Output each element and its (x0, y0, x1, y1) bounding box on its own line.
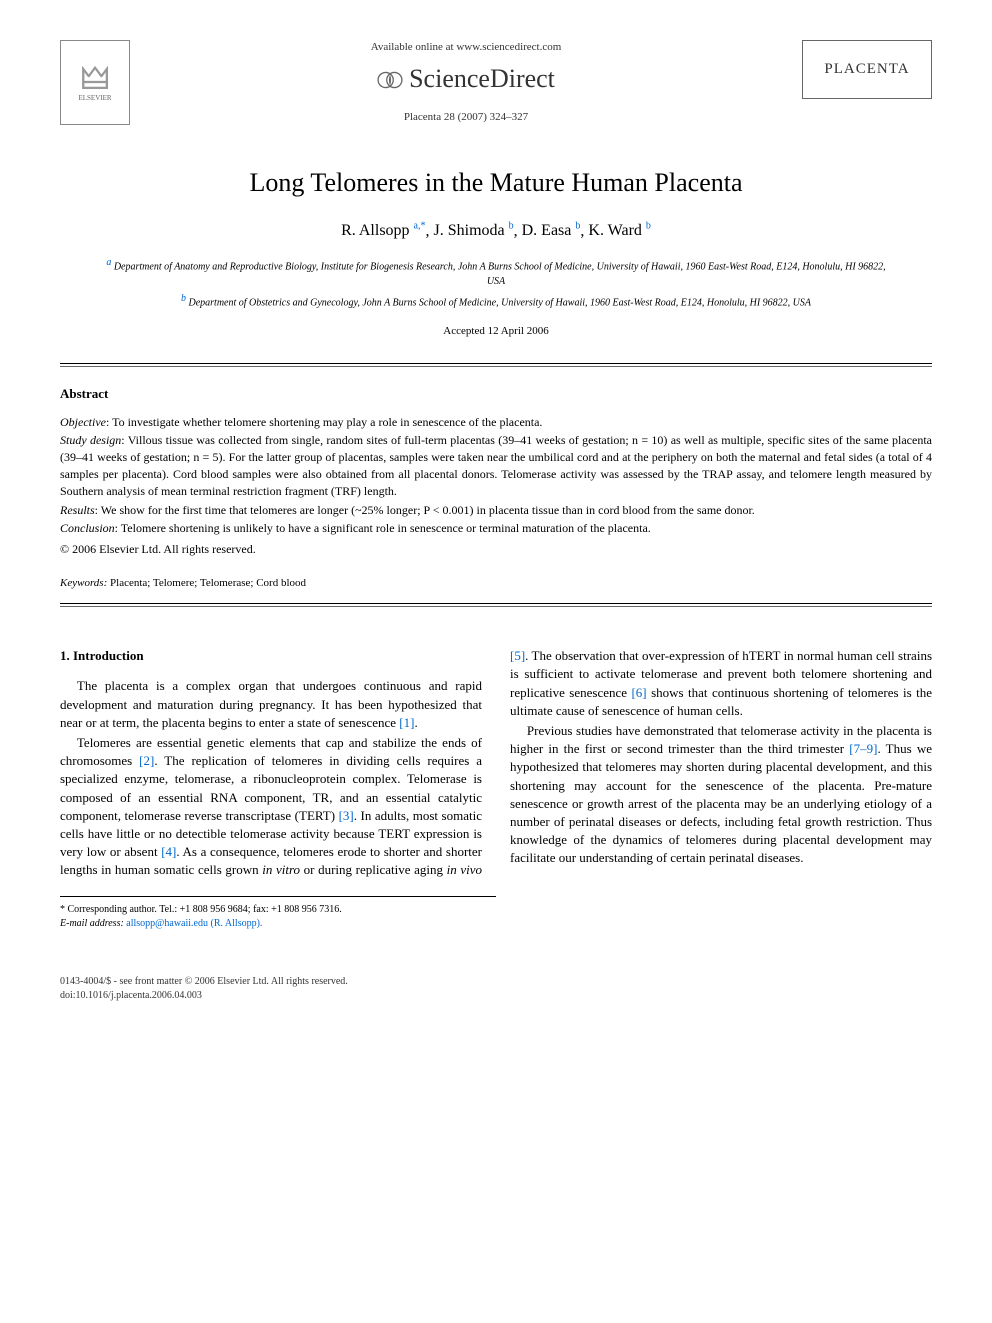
affiliation-b: b Department of Obstetrics and Gynecolog… (60, 292, 932, 310)
footer-line-1: 0143-4004/$ - see front matter © 2006 El… (60, 975, 932, 989)
email-link[interactable]: allsopp@hawaii.edu (R. Allsopp). (124, 918, 263, 929)
abstract-objective: Objective: To investigate whether telome… (60, 414, 932, 431)
footnote-block: * Corresponding author. Tel.: +1 808 956… (60, 896, 496, 931)
sciencedirect-block: Available online at www.sciencedirect.co… (130, 40, 802, 125)
abstract-copyright: © 2006 Elsevier Ltd. All rights reserved… (60, 541, 932, 558)
affiliation-a: a Department of Anatomy and Reproductive… (60, 256, 932, 288)
corresponding-author: * Corresponding author. Tel.: +1 808 956… (60, 903, 496, 917)
author: J. Shimoda b (434, 222, 514, 239)
body-para-3: Previous studies have demonstrated that … (510, 722, 932, 868)
body-para-1: The placenta is a complex organ that und… (60, 677, 482, 732)
section-1-heading: 1. Introduction (60, 647, 482, 665)
author: D. Easa b (522, 222, 581, 239)
sciencedirect-icon (377, 67, 403, 93)
journal-cover-box: PLACENTA (802, 40, 932, 99)
header-top: 🜲 ELSEVIER Available online at www.scien… (60, 40, 932, 125)
rule-mid (60, 603, 932, 604)
rule-mid-thin (60, 606, 932, 607)
accepted-date: Accepted 12 April 2006 (60, 324, 932, 339)
author: R. Allsopp a,* (341, 222, 425, 239)
email-line: E-mail address: allsopp@hawaii.edu (R. A… (60, 917, 496, 931)
abstract-design: Study design: Villous tissue was collect… (60, 432, 932, 499)
abstract-block: Abstract Objective: To investigate wheth… (60, 385, 932, 558)
citation-text: Placenta 28 (2007) 324–327 (150, 110, 782, 125)
body-columns: 1. Introduction The placenta is a comple… (60, 647, 932, 879)
footer-line-2: doi:10.1016/j.placenta.2006.04.003 (60, 989, 932, 1003)
elsevier-logo: 🜲 ELSEVIER (60, 40, 130, 125)
elsevier-label: ELSEVIER (78, 94, 111, 104)
abstract-results: Results: We show for the first time that… (60, 502, 932, 519)
available-online-text: Available online at www.sciencedirect.co… (150, 40, 782, 55)
elsevier-tree-icon: 🜲 (80, 62, 109, 94)
abstract-heading: Abstract (60, 385, 932, 403)
abstract-conclusion: Conclusion: Telomere shortening is unlik… (60, 520, 932, 537)
author: K. Ward b (588, 222, 651, 239)
author-list: R. Allsopp a,*, J. Shimoda b, D. Easa b,… (60, 220, 932, 243)
rule-top-thin (60, 366, 932, 367)
sciencedirect-logo-line: ScienceDirect (150, 61, 782, 97)
keywords-line: Keywords: Placenta; Telomere; Telomerase… (60, 576, 932, 591)
footer-block: 0143-4004/$ - see front matter © 2006 El… (60, 951, 932, 1003)
article-title: Long Telomeres in the Mature Human Place… (60, 165, 932, 201)
rule-top (60, 363, 932, 364)
sciencedirect-name: ScienceDirect (409, 61, 555, 97)
